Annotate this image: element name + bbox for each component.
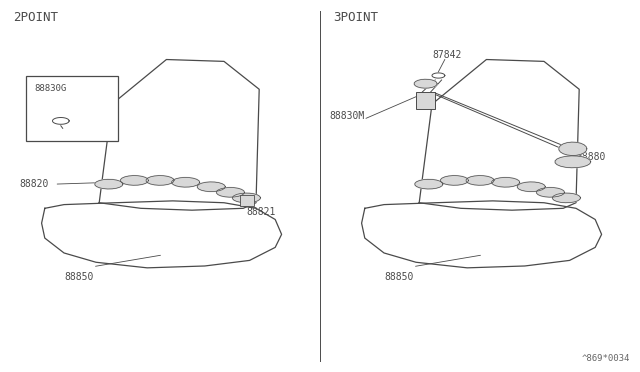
Text: 88850: 88850 <box>64 272 93 282</box>
Polygon shape <box>415 179 443 189</box>
Text: 87842: 87842 <box>432 49 461 60</box>
Text: 88850: 88850 <box>384 272 413 282</box>
Polygon shape <box>440 176 468 185</box>
Polygon shape <box>362 201 602 268</box>
Text: 88821: 88821 <box>246 207 276 217</box>
Polygon shape <box>42 201 282 268</box>
Polygon shape <box>146 176 174 185</box>
Polygon shape <box>216 187 244 197</box>
Polygon shape <box>414 79 437 88</box>
Polygon shape <box>559 142 587 155</box>
Polygon shape <box>536 187 564 197</box>
Text: 2POINT: 2POINT <box>13 11 58 24</box>
Bar <box>26 76 118 141</box>
Polygon shape <box>120 176 148 185</box>
Polygon shape <box>95 179 123 189</box>
Polygon shape <box>99 60 259 210</box>
Polygon shape <box>517 182 545 192</box>
Polygon shape <box>492 177 520 187</box>
Text: 88830G: 88830G <box>34 84 66 93</box>
Bar <box>416 92 435 109</box>
Text: 3POINT: 3POINT <box>333 11 378 24</box>
Text: 88820: 88820 <box>19 179 49 189</box>
Polygon shape <box>552 193 580 203</box>
Text: ^869*0034: ^869*0034 <box>582 354 630 363</box>
Bar <box>240 195 254 206</box>
Polygon shape <box>555 156 591 168</box>
Text: 88880: 88880 <box>576 152 605 162</box>
Polygon shape <box>419 60 579 210</box>
Text: 88830M: 88830M <box>330 111 365 121</box>
Polygon shape <box>466 176 494 185</box>
Polygon shape <box>197 182 225 192</box>
Polygon shape <box>172 177 200 187</box>
Polygon shape <box>232 193 260 203</box>
